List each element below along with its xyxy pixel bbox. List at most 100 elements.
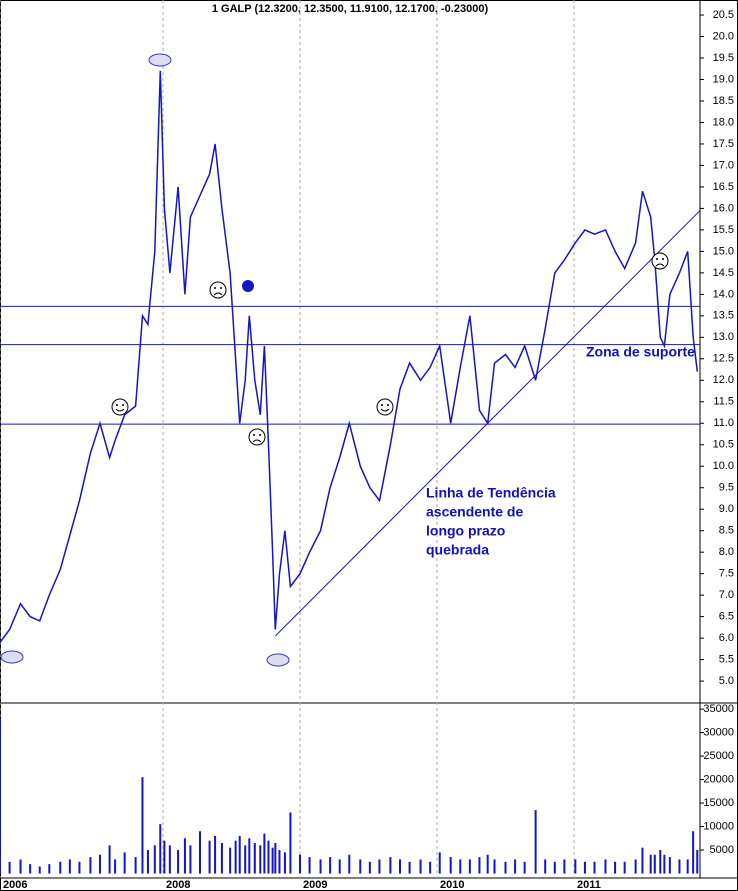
- volume-bar: [348, 854, 351, 874]
- volume-bar: [696, 850, 699, 874]
- x-tick-label: 2011: [577, 879, 601, 891]
- volume-bar: [208, 840, 211, 874]
- y-tick-label: 6.5: [719, 611, 734, 623]
- y-tick-label: 8.0: [719, 546, 734, 558]
- volume-bar: [199, 831, 201, 874]
- volume-bar: [141, 777, 144, 874]
- y-tick-label: 6.0: [719, 632, 734, 644]
- y-tick-label: 19.0: [713, 73, 734, 85]
- y-tick-label: 12.0: [713, 374, 734, 386]
- icon: [248, 428, 266, 446]
- volume-bar: [678, 859, 681, 874]
- volume-bar: [583, 861, 586, 874]
- y-tick-label: 7.5: [719, 568, 734, 580]
- x-tick-label: 2010: [440, 879, 464, 891]
- volume-bar: [553, 861, 556, 874]
- volume-bar: [478, 857, 481, 874]
- y-tick-label: 35000: [703, 703, 734, 715]
- y-tick-label: 10.5: [713, 439, 734, 451]
- volume-bar: [234, 840, 237, 874]
- icon: [213, 292, 223, 296]
- trend-line: [274, 210, 701, 637]
- icon: [656, 258, 658, 260]
- volume-bar: [504, 861, 507, 874]
- volume-bar: [299, 854, 301, 874]
- volume-bar: [159, 824, 162, 874]
- y-tick-label: 9.5: [719, 482, 734, 494]
- x-tick-label: 2006: [3, 879, 27, 891]
- y-tick-label: 13.0: [713, 331, 734, 343]
- volume-bar: [229, 847, 232, 874]
- volume-bar: [686, 859, 689, 874]
- volume-bar: [563, 859, 566, 874]
- annotation: quebrada: [426, 542, 489, 558]
- y-tick-label: 10000: [703, 820, 734, 832]
- volume-bar: [389, 857, 392, 874]
- volume-bar: [146, 850, 149, 874]
- volume-bar: [108, 845, 111, 874]
- volume-bar: [668, 857, 671, 874]
- annotation: Zona de suporte: [586, 344, 695, 360]
- volume-bar: [449, 857, 452, 874]
- chart-title: 1 GALP (12.3200, 12.3500, 11.9100, 12.17…: [212, 3, 489, 15]
- volume-bar: [0, 718, 1, 874]
- volume-bar: [459, 859, 462, 874]
- volume-bar: [253, 843, 256, 874]
- volume-bar: [649, 854, 652, 874]
- icon: [0, 650, 24, 664]
- volume-bar: [177, 850, 180, 874]
- y-tick-label: 15000: [703, 797, 734, 809]
- y-tick-label: 10.0: [713, 460, 734, 472]
- volume-bar: [271, 847, 274, 874]
- volume-bar: [604, 859, 607, 874]
- price-line: [0, 70, 699, 643]
- y-tick-label: 11.5: [713, 396, 734, 408]
- y-tick-label: 16.5: [713, 181, 734, 193]
- volume-bar: [514, 859, 517, 874]
- icon: [253, 434, 255, 436]
- icon: [111, 398, 129, 416]
- y-tick-label: 20000: [703, 773, 734, 785]
- volume-bar: [134, 857, 137, 874]
- volume-bar: [114, 859, 117, 874]
- x-tick-label: 2008: [166, 879, 190, 891]
- annotation: ascendente de: [426, 504, 523, 520]
- y-tick-label: 9.0: [719, 503, 734, 515]
- volume-bar: [283, 852, 286, 874]
- volume-bar: [274, 843, 277, 874]
- volume-bar: [289, 812, 292, 874]
- volume-bar: [259, 845, 262, 874]
- y-tick-label: 18.0: [713, 116, 734, 128]
- volume-bar: [544, 859, 547, 874]
- volume-bar: [493, 859, 496, 874]
- annotation: Linha de Tendência: [426, 485, 556, 501]
- volume-bar: [438, 852, 441, 874]
- y-tick-label: 5000: [710, 844, 734, 856]
- y-tick-label: 17.0: [713, 159, 734, 171]
- icon: [381, 404, 383, 406]
- icon: [655, 263, 665, 267]
- volume-bar: [59, 861, 62, 874]
- y-tick-label: 14.0: [713, 288, 734, 300]
- volume-bar: [48, 864, 51, 874]
- y-tick-label: 30000: [703, 727, 734, 739]
- icon: [115, 408, 125, 412]
- y-tick-label: 19.5: [713, 52, 734, 64]
- volume-bar: [574, 859, 577, 874]
- volume-bar: [168, 845, 171, 874]
- volume-bar: [89, 857, 92, 874]
- y-tick-label: 18.5: [713, 95, 734, 107]
- y-tick-label: 12.5: [713, 353, 734, 365]
- y-tick-label: 15.0: [713, 245, 734, 257]
- volume-bar: [220, 843, 223, 874]
- y-tick-label: 17.5: [713, 138, 734, 150]
- volume-bar: [189, 845, 192, 874]
- volume-bar: [238, 835, 241, 874]
- volume-bar: [8, 861, 11, 874]
- volume-bar: [359, 859, 362, 874]
- volume-bar: [408, 861, 411, 874]
- volume-bar: [399, 859, 401, 874]
- volume-bar: [267, 840, 270, 874]
